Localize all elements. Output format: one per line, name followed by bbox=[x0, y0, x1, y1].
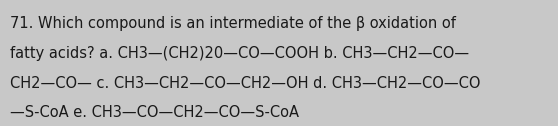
Text: fatty acids? a. CH3—(CH2)20—CO—COOH b. CH3—CH2—CO—: fatty acids? a. CH3—(CH2)20—CO—COOH b. C… bbox=[10, 46, 469, 61]
Text: —S-CoA e. CH3—CO—CH2—CO—S-CoA: —S-CoA e. CH3—CO—CH2—CO—S-CoA bbox=[10, 105, 299, 120]
Text: 71. Which compound is an intermediate of the β oxidation of: 71. Which compound is an intermediate of… bbox=[10, 16, 456, 31]
Text: CH2—CO— c. CH3—CH2—CO—CH2—OH d. CH3—CH2—CO—CO: CH2—CO— c. CH3—CH2—CO—CH2—OH d. CH3—CH2—… bbox=[10, 76, 480, 91]
